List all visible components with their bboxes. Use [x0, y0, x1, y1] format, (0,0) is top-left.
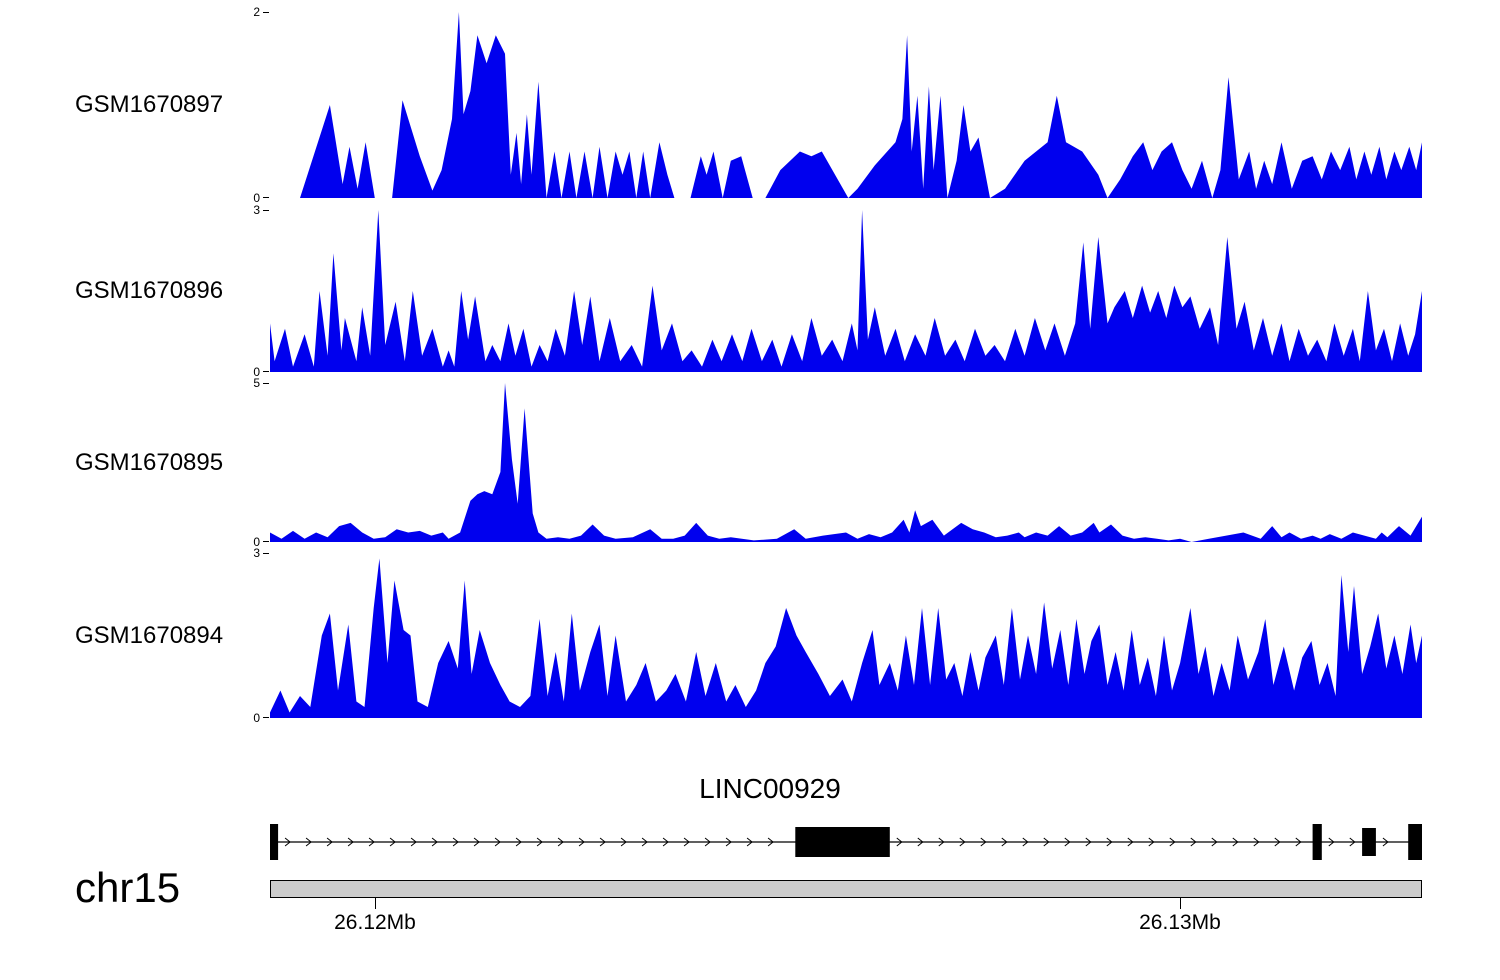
chromosome-ideogram-bar — [270, 880, 1422, 898]
y-axis-min-label: 0 — [253, 711, 260, 725]
y-axis-tick — [263, 371, 269, 372]
coverage-area-plot — [270, 558, 1422, 718]
chromosome-label: chr15 — [75, 864, 181, 911]
track-label: GSM1670896 — [75, 277, 224, 304]
y-axis-max-label: 3 — [253, 203, 260, 217]
track-label: GSM1670897 — [75, 91, 224, 118]
y-axis-tick — [263, 383, 269, 384]
track-label: GSM1670894 — [75, 621, 224, 649]
y-axis-min-label: 0 — [253, 535, 260, 549]
coverage-area-plot — [270, 383, 1422, 542]
y-axis-tick — [263, 553, 269, 554]
coverage-track-1: GSM1670897 2 0 — [0, 5, 1500, 205]
y-axis-tick — [263, 197, 269, 198]
y-axis-tick — [263, 210, 269, 211]
gene-name-label: LINC00929 — [699, 773, 841, 804]
y-axis-tick — [263, 541, 269, 542]
x-axis-tick — [375, 898, 376, 909]
x-axis-tick-label: 26.12Mb — [334, 911, 416, 934]
coverage-track-2: GSM1670896 3 0 — [0, 203, 1500, 379]
y-axis-tick — [263, 717, 269, 718]
y-axis-max-label: 2 — [253, 5, 260, 19]
y-axis-tick — [263, 12, 269, 13]
y-axis-min-label: 0 — [253, 191, 260, 205]
track-label: GSM1670895 — [75, 448, 224, 476]
coverage-track-4: GSM1670894 3 0 — [0, 546, 1500, 725]
y-axis-max-label: 5 — [253, 376, 260, 390]
coverage-track-3: GSM1670895 5 0 — [0, 376, 1500, 549]
coverage-area-plot — [270, 210, 1422, 372]
x-axis-tick — [1180, 898, 1181, 909]
coverage-area-plot — [270, 12, 1422, 198]
gene-model-track — [270, 824, 1422, 860]
y-axis-min-label: 0 — [253, 365, 260, 379]
y-axis-max-label: 3 — [253, 546, 260, 560]
x-axis-tick-label: 26.13Mb — [1139, 911, 1221, 934]
